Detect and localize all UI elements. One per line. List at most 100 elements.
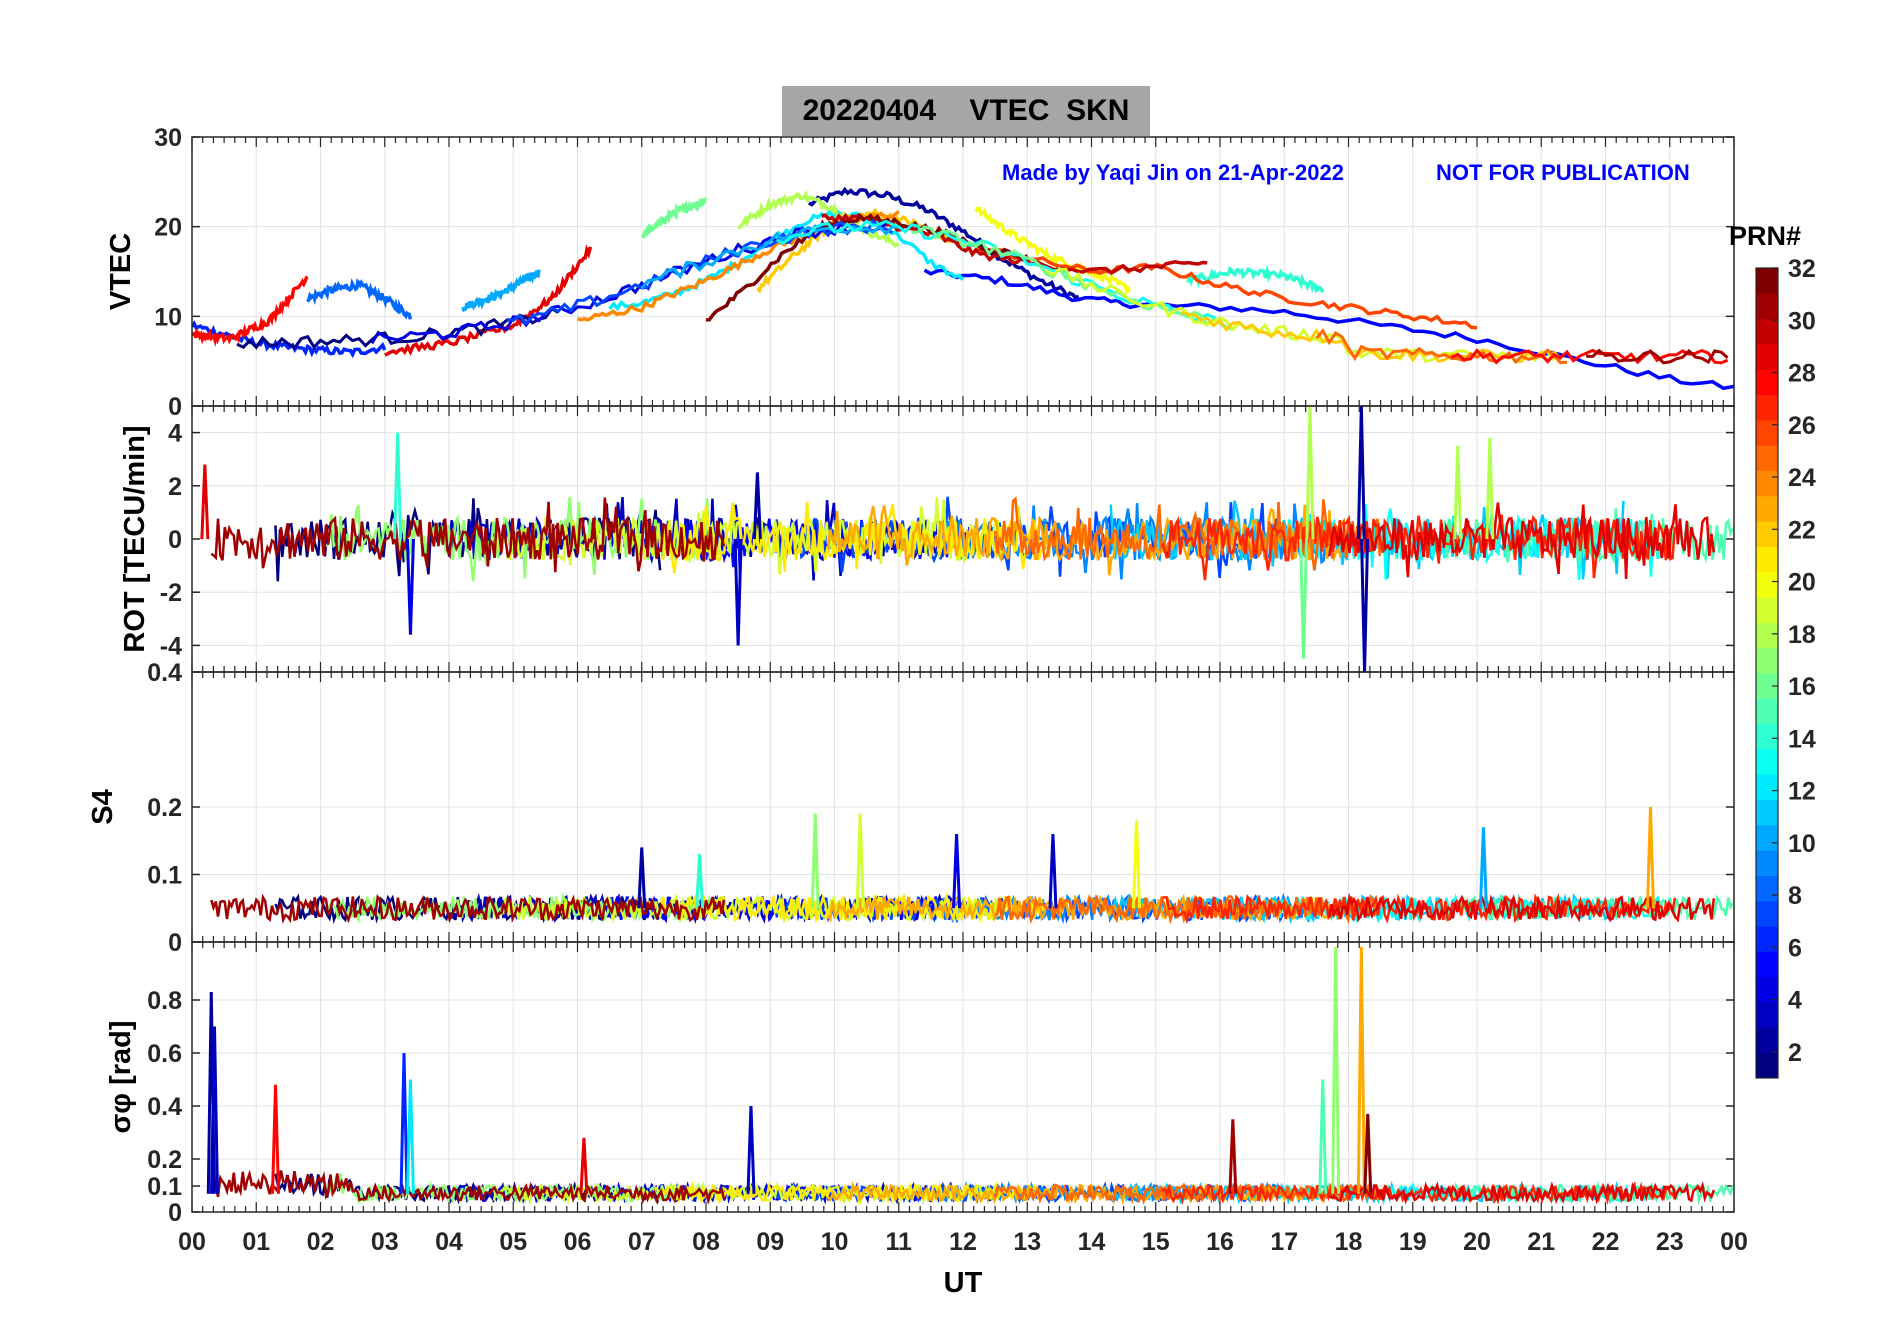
ytick-label: 30 [154,124,182,152]
sigma_phi-spike-1 [209,1026,219,1194]
colorbar-cell [1756,369,1778,396]
ROT-spike-9 [1485,437,1495,540]
ytick-label: 0.6 [147,1040,182,1068]
sigma_phi-spike-7 [1331,946,1341,1194]
xtick-label: 17 [1270,1228,1298,1256]
colorbar-cell [1756,647,1778,674]
plot-area [192,186,1734,391]
sigma_phi-spike-2 [399,1052,409,1194]
ytick-label: 0.2 [147,794,182,822]
xtick-label: 22 [1592,1228,1620,1256]
colorbar-cell [1756,622,1778,649]
sigma_phi-spike-11 [579,1137,589,1194]
ROT-trace-prn-31 [210,497,726,573]
colorbar-cell [1756,495,1778,522]
vtec-trace-prn-13 [776,219,1228,330]
ytick-label: 10 [154,303,182,331]
ytick-label: 0.1 [147,862,182,890]
vtec-series-prn-26 [962,242,1478,330]
xtick-label: 00 [178,1228,206,1256]
xtick-label: 11 [886,1228,913,1256]
colorbar-cell [1756,546,1778,573]
xtick-label: 09 [756,1228,784,1256]
xtick-label: 13 [1013,1228,1041,1256]
vtec-series-prn-16 [641,197,708,240]
colorbar-cell [1756,698,1778,725]
colorbar-tick-label: 28 [1788,360,1816,388]
vtec-series-prn-2 [808,186,1080,300]
ytick-label: 0 [168,393,182,421]
ylabel: VTEC [105,233,137,310]
xtick-label: 05 [499,1228,527,1256]
colorbar-cell [1756,343,1778,370]
colorbar-cell [1756,445,1778,471]
ylabel: ROT [TECU/min] [119,425,151,652]
chart-title: 20220404 VTEC SKN [782,86,1150,136]
sigma_phi-trace-prn-23 [827,1180,1342,1206]
colorbar-tick-label: 10 [1788,830,1816,858]
vtec-trace-prn-10 [640,224,899,290]
xtick-label: 19 [1399,1228,1427,1256]
plot-area [200,406,1734,672]
S4-spike-2 [1131,820,1141,909]
vtec-series-prn-18 [737,190,900,249]
ytick-label: 0 [168,526,182,554]
colorbar-tick-label: 32 [1788,255,1816,283]
xtick-label: 23 [1656,1228,1684,1256]
colorbar-tick-label: 12 [1788,778,1816,806]
colorbar-cell [1756,976,1778,1003]
colorbar-tick-label: 18 [1788,621,1816,649]
sigma_phi-trace-prn-31 [210,1169,726,1205]
xtick-label: 07 [628,1228,656,1256]
panel-ROT: -4 -2 0 2 4 ROT [TECU/min] [119,405,1735,673]
colorbar-cell [1756,597,1778,623]
panel-sigma_phi: 00.10.2 0.4 0.6 0.8 σφ [rad] [105,941,1735,1227]
colorbar-cell [1756,293,1778,320]
xtick-label: 20 [1463,1228,1491,1256]
S4-spike-3 [1645,806,1655,909]
vtec-trace-prn-31 [1586,348,1729,365]
author-annotation: Made by Yaqi Jin on 21-Apr-2022 [1002,160,1344,185]
xtick-label: 01 [242,1228,270,1256]
colorbar-tick-label: 16 [1788,673,1816,701]
colorbar-cell [1756,571,1778,598]
colorbar-cell [1756,470,1778,497]
sigma_phi-spike-5 [746,1105,756,1194]
ROT-spike-3 [752,472,762,540]
ytick-label: 20 [154,214,182,242]
ROT-spike-10 [200,464,210,540]
S4-spike-7 [637,847,647,909]
ROT-spike-2 [733,538,743,646]
S4-spike-1 [855,813,865,909]
sigma_phi-spike-9 [1228,1119,1238,1194]
S4-spike-6 [1048,833,1058,909]
colorbar-cell [1756,850,1778,876]
colorbar-cell [1756,673,1778,699]
colorbar-label: PRN# [1729,221,1801,251]
colorbar-cell [1756,926,1778,952]
colorbar-cell [1756,1052,1778,1079]
colorbar-cell [1756,900,1778,927]
colorbar-cell [1756,799,1778,826]
ROT-spike-8 [1453,445,1463,540]
ROT-spike-0 [393,432,403,540]
ytick-label: -2 [160,579,182,607]
colorbar-tick-label: 30 [1788,307,1816,335]
colorbar-cell [1756,1027,1778,1054]
sigma_phi-spike-8 [1356,946,1366,1194]
sigma_phi-spike-6 [1318,1079,1328,1194]
xtick-label: 08 [692,1228,720,1256]
colorbar-tick-label: 2 [1788,1039,1802,1067]
S4-trace-prn-29 [1327,892,1716,923]
S4-spike-4 [1478,827,1488,909]
colorbar-frame [1755,267,1779,1079]
colorbar-cell [1756,774,1778,801]
vtec-trace-prn-28 [1450,348,1729,365]
colorbar-cell [1756,394,1778,421]
vtec-trace-prn-1 [236,306,559,350]
vtec-series-prn-32 [705,212,1029,322]
ytick-label: 0.8 [147,987,182,1015]
vtec-series-prn-20 [974,206,1132,295]
sigma_phi-trace-prn-29 [1328,1180,1715,1205]
